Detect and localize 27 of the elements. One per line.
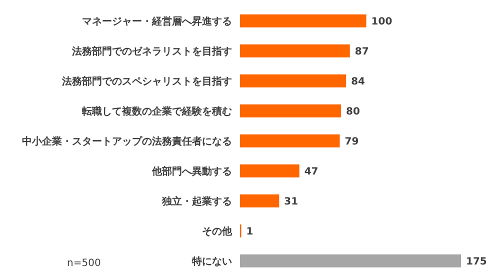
data-label: 79: [344, 136, 359, 148]
y-tick-label: 独立・起業する: [161, 196, 232, 208]
data-label: 80: [346, 106, 360, 118]
bar: [240, 134, 340, 148]
data-label: 84: [351, 76, 366, 88]
data-label: 100: [371, 16, 392, 28]
y-tick-label: 法務部門でのスペシャリストを目指す: [61, 76, 232, 88]
y-tick-label: その他: [202, 226, 233, 238]
y-tick-label: 中小企業・スタートアップの法務責任者になる: [22, 136, 232, 148]
y-tick-label: 特にない: [191, 256, 232, 268]
text: n=500: [67, 258, 101, 269]
y-tick-label: 法務部門でのゼネラリストを目指す: [71, 46, 232, 58]
bar: [240, 44, 350, 58]
y-tick-label: マネージャー・経営層へ昇進する: [82, 16, 232, 28]
bar: [240, 254, 461, 268]
data-label: 175: [466, 256, 487, 268]
bar: [240, 164, 300, 178]
data-label: 47: [304, 166, 318, 178]
data-label: 31: [284, 196, 298, 208]
bar: [240, 74, 346, 88]
bar: [240, 104, 342, 118]
bar: [240, 194, 280, 208]
data-label: 87: [354, 46, 369, 58]
bar: [240, 14, 366, 28]
y-tick-label: 他部門へ異動する: [151, 166, 232, 178]
y-tick-label: 転職して複数の企業で経験を積む: [81, 106, 232, 118]
data-label: 1: [246, 226, 254, 238]
